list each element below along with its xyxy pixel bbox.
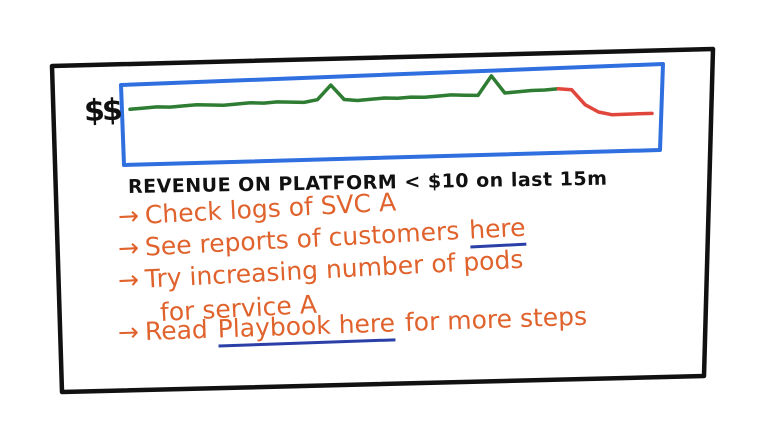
arrow-icon: → [117,317,140,347]
arrow-icon: → [117,200,140,231]
step-text: Read [144,314,209,347]
chart-ylabel: $$ [83,92,121,129]
arrow-icon: → [117,232,140,263]
chart-border [119,62,665,167]
customer-reports-link[interactable]: here [468,212,527,249]
playbook-link[interactable]: Playbook here [217,308,396,348]
outer-frame [49,46,716,395]
chart-plot [128,74,654,117]
arrow-icon: → [117,264,140,295]
revenue-line-normal [128,74,561,112]
revenue-line-drop [556,86,654,117]
